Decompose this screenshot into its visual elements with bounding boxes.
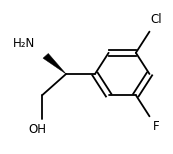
- Text: F: F: [153, 120, 160, 133]
- Text: OH: OH: [28, 123, 46, 136]
- Text: Cl: Cl: [151, 13, 162, 26]
- Text: H₂N: H₂N: [12, 37, 35, 50]
- Polygon shape: [43, 53, 66, 74]
